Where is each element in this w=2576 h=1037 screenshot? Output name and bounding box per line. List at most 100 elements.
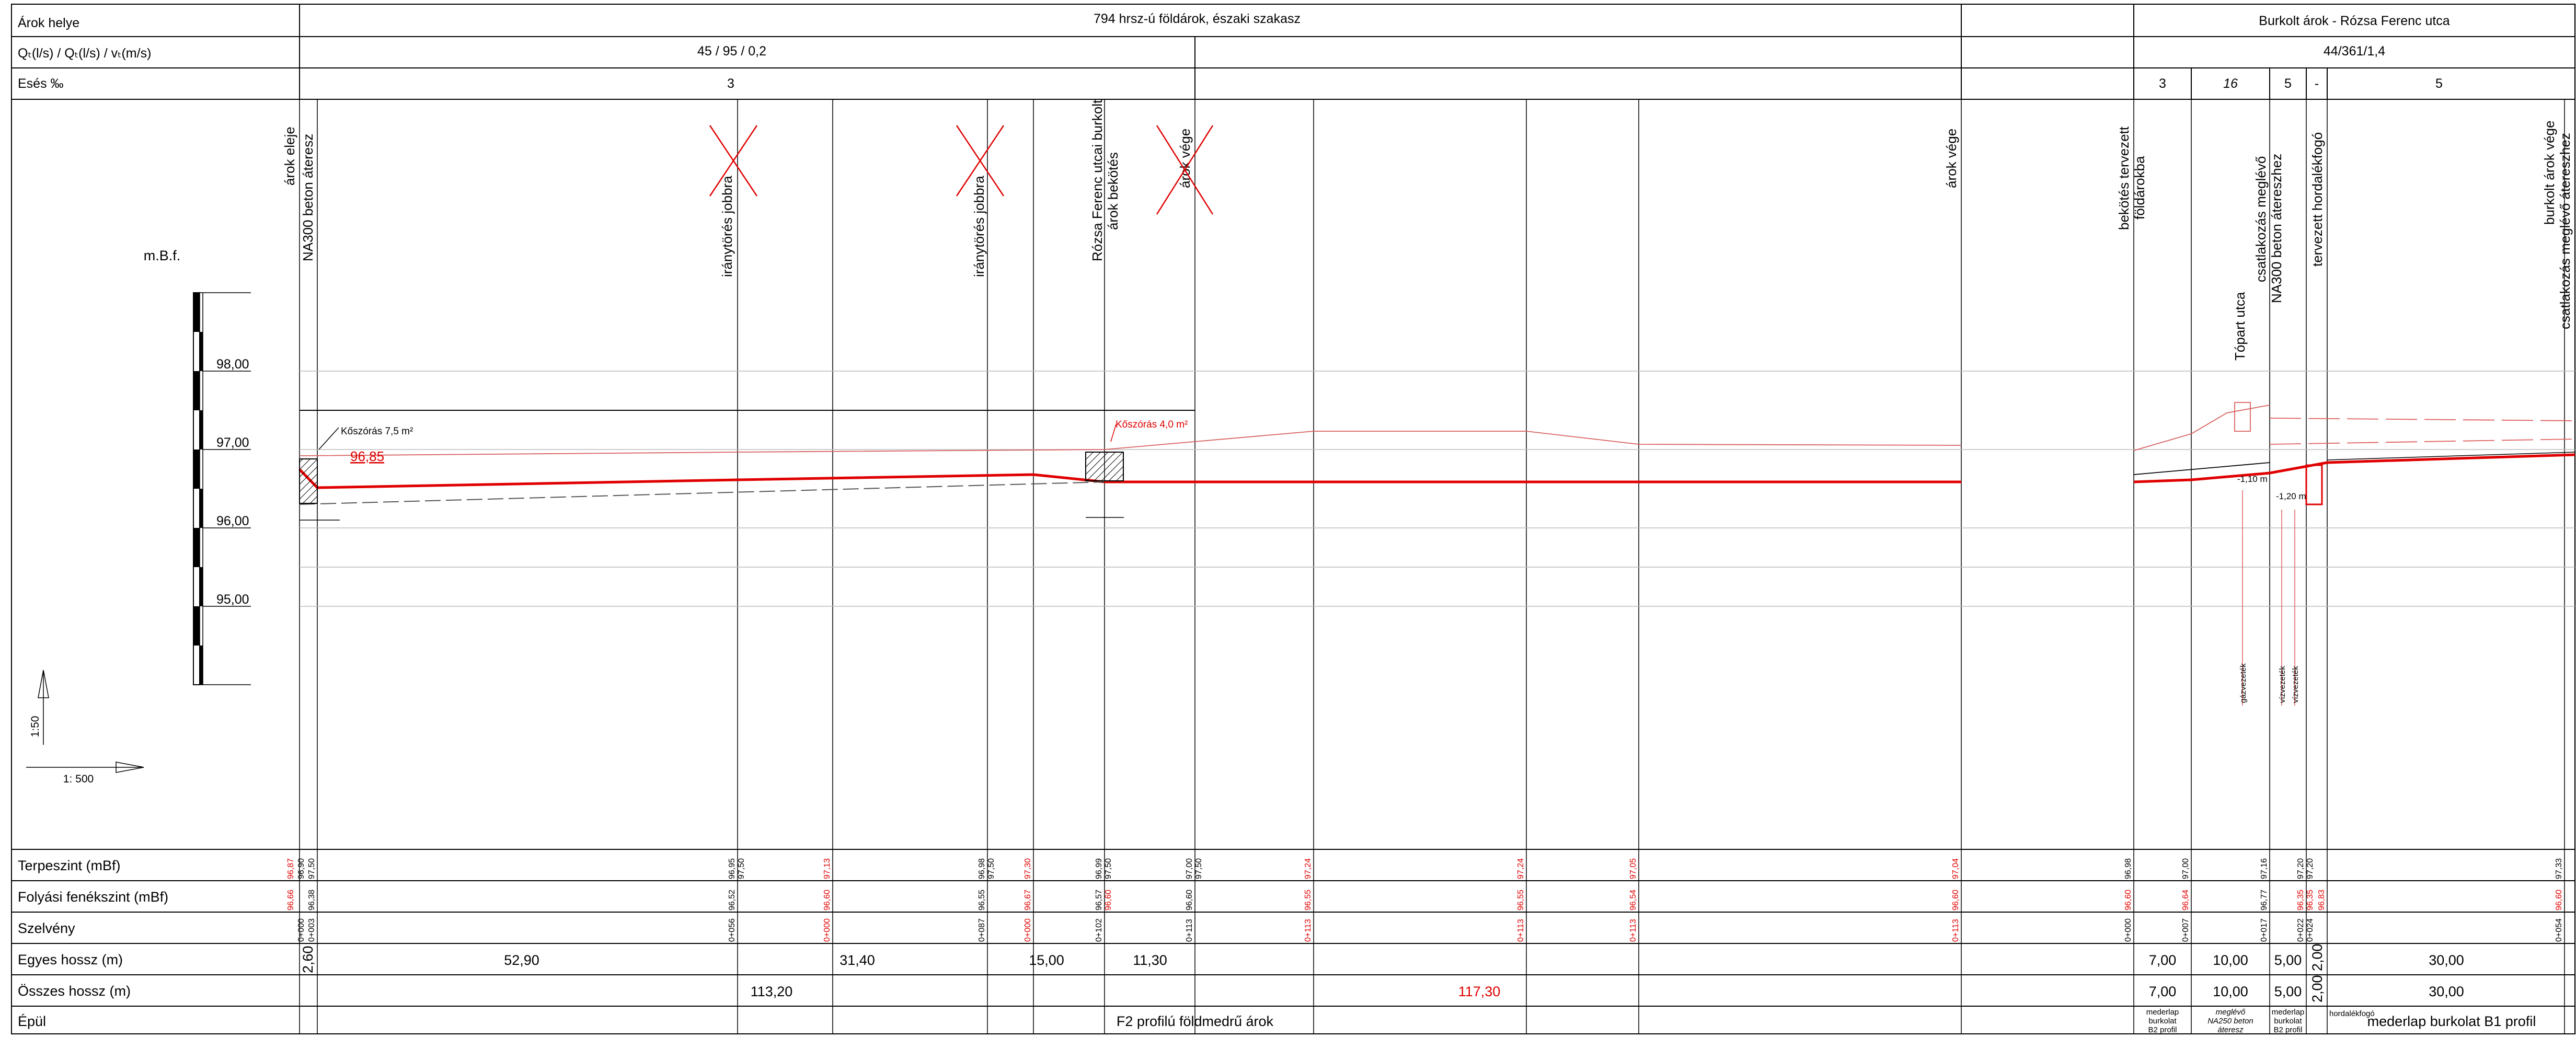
osszes-val: 2,00	[2309, 975, 2325, 1003]
label-hordalekfogo: tervezett hordalékfogó	[2309, 132, 2325, 267]
szelveny-val: 0+113	[1629, 919, 1638, 942]
folyasi-val: 96,67	[1024, 890, 1032, 911]
row-label-egyes: Egyes hossz (m)	[18, 952, 123, 967]
folyasi-val: 96,57	[1095, 890, 1103, 911]
epul-main: F2 profilú földmedrű árok	[1117, 1013, 1274, 1029]
folyasi-val: 96,38	[307, 890, 316, 911]
terp-val: 97,50	[1194, 858, 1203, 879]
egyes-val: 15,00	[1029, 952, 1064, 968]
terp-val: 96,87	[286, 858, 295, 879]
folyasi-val: 96,64	[2181, 890, 2190, 911]
drawing-frame	[11, 4, 2575, 1034]
egyes-val: 7,00	[2149, 952, 2177, 968]
profile-lines	[298, 402, 2575, 505]
osszes-val: 10,00	[2213, 984, 2248, 999]
terp-val: 97,20	[2306, 858, 2315, 879]
terp-val: 97,16	[2260, 858, 2269, 879]
folyasi-val: 96,60	[823, 890, 832, 911]
label-burkolt-vege-2: csatlakozás meglévő átereszhez	[2557, 133, 2573, 329]
szelveny-val: 0+000	[297, 918, 306, 942]
egyes-val: 52,90	[504, 952, 539, 968]
label-bekotes-1: bekötés tervezett	[2116, 126, 2132, 230]
szelveny-val: 0+007	[2181, 918, 2190, 942]
terp-val: 97,13	[823, 858, 832, 879]
osszes-val: 117,30	[1458, 984, 1501, 999]
slope-value-6: 5	[2435, 76, 2443, 91]
data-table: Terpeszint (mBf) Folyási fenékszint (mBf…	[12, 849, 2575, 1034]
szelveny-val: 0+000	[1024, 918, 1032, 942]
epul-c3-line1: mederlap	[2272, 1008, 2305, 1017]
folyasi-val: 96,54	[1629, 890, 1638, 911]
header-row3-label: Esés ‰	[18, 76, 64, 91]
label-burkolt-vege-1: burkolt árok vége	[2542, 121, 2557, 225]
terp-val: 97,05	[1629, 858, 1638, 879]
terp-val: 97,24	[1516, 858, 1525, 879]
folyasi-val: 96,60	[2124, 890, 2133, 911]
szelveny-val: 0+054	[2555, 918, 2563, 942]
szelveny-val: 0+003	[307, 918, 316, 942]
szelveny-val: 0+017	[2260, 918, 2269, 942]
header-row1-right: Burkolt árok - Rózsa Ferenc utca	[2259, 14, 2450, 28]
scale-title: m.B.f.	[144, 248, 181, 263]
label-arok-vege-2: árok vége	[1944, 129, 1959, 188]
egyes-val: 11,30	[1133, 952, 1167, 968]
folyasi-val: 96,77	[2260, 890, 2269, 911]
terp-val: 96,98	[978, 858, 986, 879]
row-label-szelveny: Szelvény	[18, 920, 75, 936]
folyasi-val: 96,35	[2306, 890, 2315, 911]
folyasi-val: 96,35	[2296, 890, 2305, 911]
row-label-epul: Épül	[18, 1013, 46, 1029]
terp-val: 96,90	[297, 858, 306, 879]
label-na300: NA300 beton áteresz	[300, 134, 316, 261]
egyes-val: 10,00	[2213, 952, 2248, 968]
egyes-val: 31,40	[840, 952, 875, 968]
elevation-grid	[300, 371, 2575, 607]
egyes-val: 2,60	[300, 946, 316, 973]
depth-2: -1,20 m	[2276, 491, 2306, 501]
label-rozsa-ferenc-2: árok bekötés	[1105, 152, 1121, 230]
header-row2-label: Qₜ(l/s) / Qₜ(l/s) / vₜ(m/s)	[18, 46, 151, 61]
label-csatlakozas-1: csatlakozás meglévő	[2253, 156, 2269, 282]
szelveny-val: 0+113	[1516, 919, 1525, 942]
terp-val: 96,95	[728, 858, 737, 879]
terp-val: 97,33	[2555, 858, 2563, 879]
header-table: Árok helye 794 hrsz-ú földárok, északi s…	[12, 4, 2575, 100]
depth-1: -1,10 m	[2237, 474, 2268, 484]
terp-val: 97,00	[1185, 858, 1194, 879]
epul-c2-line2: NA250 beton	[2207, 1017, 2253, 1026]
station-lines	[299, 99, 2565, 1034]
slope-value-2: 3	[2159, 76, 2166, 91]
osszes-val: 7,00	[2149, 984, 2177, 999]
szelveny-val: 0+022	[2296, 918, 2305, 942]
folyasi-val: 96,83	[2317, 890, 2326, 911]
szelveny-val: 0+113	[1304, 919, 1313, 942]
row-label-folyasi: Folyási fenékszint (mBf)	[18, 889, 168, 905]
station-labels: árok eleje NA300 beton áteresz iránytöré…	[282, 99, 2573, 361]
level-label: 96,85	[350, 448, 384, 464]
slope-value-4: 5	[2284, 76, 2292, 91]
epul-c1-line1: mederlap	[2146, 1008, 2179, 1017]
szelveny-val: 0+000	[2124, 918, 2133, 942]
koszoras-right-label: Kőszórás 4,0 m²	[1116, 419, 1188, 430]
szelveny-val: 0+000	[823, 918, 832, 942]
szelveny-val: 0+113	[1951, 919, 1960, 942]
szelveny-val: 0+087	[978, 918, 986, 942]
scale-arrows: 1:50 1: 500	[26, 670, 144, 785]
util-viz-2: vízvezeték	[2291, 666, 2300, 703]
row-label-terpeszint: Terpeszint (mBf)	[18, 858, 121, 873]
folyasi-val: 96,60	[2555, 890, 2563, 911]
slope-value-3: 16	[2223, 76, 2238, 91]
riprap-left	[299, 458, 318, 504]
terp-val: 97,50	[1104, 858, 1113, 879]
epul-c2-line1: meglévő	[2216, 1008, 2246, 1017]
folyasi-val: 96,55	[1304, 890, 1313, 911]
riprap-right	[1085, 452, 1124, 481]
szelveny-val: 0+024	[2306, 918, 2315, 942]
label-arok-eleje: árok eleje	[282, 126, 297, 186]
folyasi-val: 96,60	[1104, 890, 1113, 911]
slope-value-5: -	[2315, 76, 2319, 91]
terp-val: 97,04	[1951, 858, 1960, 879]
label-iranytores-1: iránytörés jobbra	[719, 176, 735, 277]
terp-val: 96,99	[1095, 858, 1103, 879]
